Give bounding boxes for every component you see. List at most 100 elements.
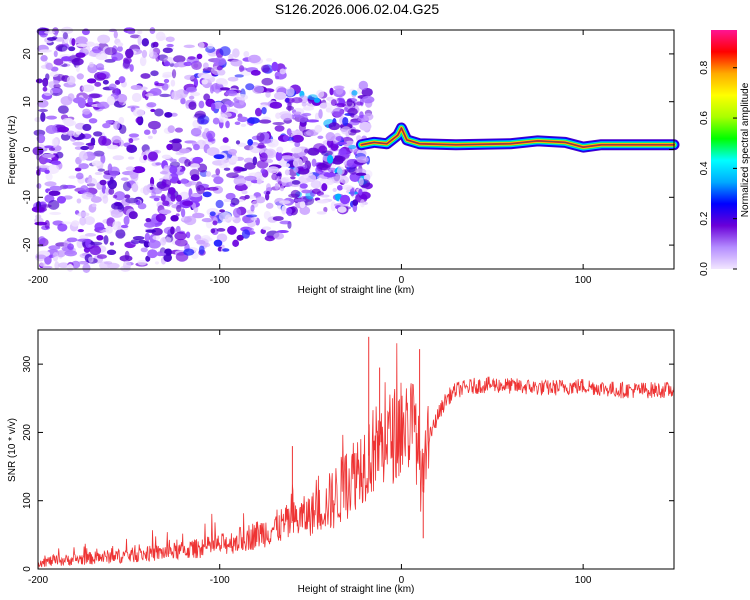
spectrogram-blob xyxy=(233,176,247,186)
snr-x-tick-label: -100 xyxy=(210,575,230,586)
spectrogram-blob xyxy=(89,241,103,246)
spectrogram-blob xyxy=(86,177,98,187)
chart-title: S126.2026.006.02.04.G25 xyxy=(275,1,439,17)
spectrogram-blob xyxy=(233,166,243,174)
spectrogram-blob xyxy=(154,108,164,117)
spectrogram-blob xyxy=(325,132,336,142)
spectrogram-blob xyxy=(279,185,285,192)
spectrogram-blob xyxy=(116,93,128,103)
spectrogram-blob xyxy=(71,220,80,227)
spectrogram-blob xyxy=(304,148,309,154)
spectrogram-blob xyxy=(152,41,159,48)
spectrogram-blob xyxy=(131,183,139,193)
spectrogram-blob xyxy=(348,166,358,175)
spectrogram-blob xyxy=(214,89,220,94)
spectrogram-blob xyxy=(81,84,95,93)
spectrogram-blob xyxy=(154,261,160,265)
spectrogram-blob xyxy=(128,211,138,220)
spectrogram-blob xyxy=(261,107,267,115)
spectrogram-blob xyxy=(113,30,118,39)
spectrogram-blob xyxy=(193,143,200,151)
spectrogram-blob xyxy=(245,83,255,91)
spectrogram-blob xyxy=(363,112,374,121)
spectrogram-blob xyxy=(140,73,151,79)
spectrogram-blob xyxy=(203,93,211,101)
spectrogram-blob xyxy=(271,61,279,72)
spectrogram-blob xyxy=(187,56,196,60)
spectrogram-blob xyxy=(45,115,58,120)
spectrogram-blob xyxy=(170,215,179,222)
spectrogram-blob xyxy=(35,78,43,84)
spectrogram-blob xyxy=(227,76,239,82)
snr-y-tick-label: 300 xyxy=(22,355,33,372)
spectrogram-blob xyxy=(260,168,266,174)
spectrogram-blob xyxy=(162,200,170,207)
spectrogram-blob xyxy=(72,141,85,146)
spectrogram-blob xyxy=(54,29,59,37)
spectrogram-blob xyxy=(48,147,56,151)
spectrogram-blob xyxy=(106,95,115,106)
spectrogram-blob xyxy=(111,56,118,61)
spectrogram-blob xyxy=(87,142,95,151)
spectrogram-blob xyxy=(118,124,127,135)
spectrogram-blob xyxy=(174,231,187,241)
spectrogram-blob xyxy=(46,37,57,41)
spectrogram-blob xyxy=(205,220,213,229)
spectrogram-blob xyxy=(91,46,102,54)
spectrogram-blob xyxy=(286,128,292,136)
spectrogram-blob xyxy=(88,61,94,68)
spectrogram-blob xyxy=(311,158,317,167)
spectrogram-blob xyxy=(93,131,103,137)
spectrogram-blob xyxy=(82,45,91,53)
spectrogram-blob xyxy=(182,200,194,206)
spectrogram-blob xyxy=(323,206,328,213)
spectrogram-blob xyxy=(299,206,311,215)
spectrogram-blob xyxy=(247,117,260,124)
spectrogram-blob xyxy=(40,204,52,208)
spectrogram-blob xyxy=(247,227,254,233)
spectrogram-blob xyxy=(40,112,46,122)
spectrogram-blob xyxy=(291,134,304,143)
spectrogram-blob xyxy=(261,77,274,86)
snr-y-axis-label: SNR (10 * v/v) xyxy=(7,418,18,482)
spectrogram-blob xyxy=(40,55,48,62)
spectrogram-blob xyxy=(265,57,273,62)
spectrogram-blob xyxy=(202,191,212,198)
spectrogram-blob xyxy=(314,124,323,133)
spectrogram-blob xyxy=(200,74,213,79)
spectrogram-blob xyxy=(340,126,352,135)
spectrogram-blob xyxy=(97,101,110,110)
spectrogram-blob xyxy=(78,163,89,170)
spectrogram-blob xyxy=(82,108,91,115)
spectrogram-blob xyxy=(137,259,148,266)
spectrogram-blob xyxy=(227,225,237,235)
spectrogram-blob xyxy=(152,235,161,241)
spectrogram-x-tick-label: -200 xyxy=(28,275,48,286)
spectrogram-blob xyxy=(61,56,72,62)
spectrogram-blob xyxy=(196,239,206,245)
spectrogram-blob xyxy=(57,223,68,232)
spectrogram-blob xyxy=(280,155,293,160)
spectrogram-blob xyxy=(275,151,283,162)
spectrogram-blob xyxy=(260,64,270,73)
spectrogram-blob xyxy=(163,253,172,262)
spectrogram-blob xyxy=(317,135,324,140)
spectrogram-blob xyxy=(198,41,205,49)
spectrogram-blob xyxy=(206,147,220,157)
spectrogram-blob xyxy=(35,254,47,259)
spectrogram-blob xyxy=(267,142,276,147)
spectrogram-blob xyxy=(303,131,312,137)
spectrogram-blob xyxy=(131,92,142,103)
spectrogram-blob xyxy=(49,185,63,192)
spectrogram-blob xyxy=(126,144,134,151)
spectrogram-blob xyxy=(56,196,67,204)
spectrogram-blob xyxy=(68,46,76,52)
spectrogram-blob xyxy=(351,90,358,96)
spectrogram-blob xyxy=(99,179,107,186)
spectrogram-blob xyxy=(147,120,161,130)
snr-panel: -200 -100 0 100 0 100 200 300 Height of straig… xyxy=(7,329,675,595)
spectrogram-blob xyxy=(42,153,55,159)
spectrogram-blob xyxy=(81,192,94,200)
spectrogram-x-tick-label: -100 xyxy=(210,275,230,286)
spectrogram-blob xyxy=(313,143,326,153)
